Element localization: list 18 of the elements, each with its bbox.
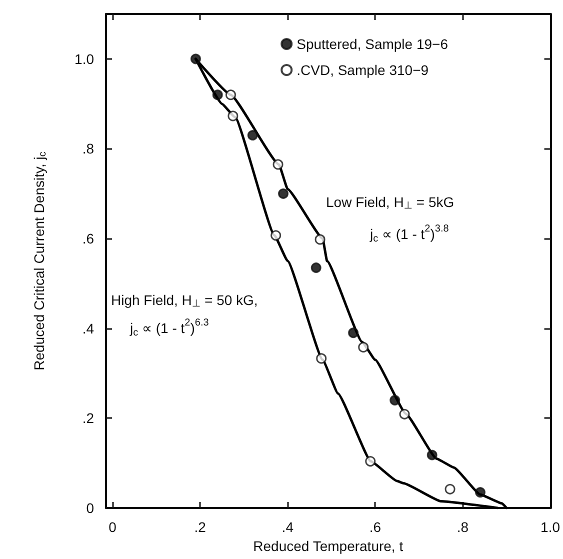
y-tick-label: 0 (86, 500, 94, 516)
x-axis-title: Reduced Temperature, t (253, 538, 404, 554)
annotation: High Field, H⊥ = 50 kG, (111, 292, 258, 310)
x-tick-label: .8 (456, 519, 469, 535)
y-tick-label: .8 (82, 140, 94, 157)
legend-label: Sputtered, Sample 19−6 (296, 36, 448, 52)
x-tick-label: 1.0 (540, 519, 560, 535)
x-tick-label: .6 (369, 519, 382, 535)
x-tick-label: 0 (108, 519, 117, 535)
annotation: Low Field, H⊥ = 5kG (326, 194, 454, 212)
y-axis-title: Reduced Critical Current Density, jc (31, 152, 48, 370)
legend-label: .CVD, Sample 310−9 (296, 62, 429, 78)
y-tick-label: .2 (82, 410, 94, 426)
y-tick-label: .4 (82, 320, 94, 336)
y-tick-label: .6 (82, 230, 94, 247)
x-tick-label: .2 (194, 519, 206, 535)
x-tick-label: .4 (282, 519, 294, 535)
y-tick-label: 1.0 (74, 50, 94, 67)
